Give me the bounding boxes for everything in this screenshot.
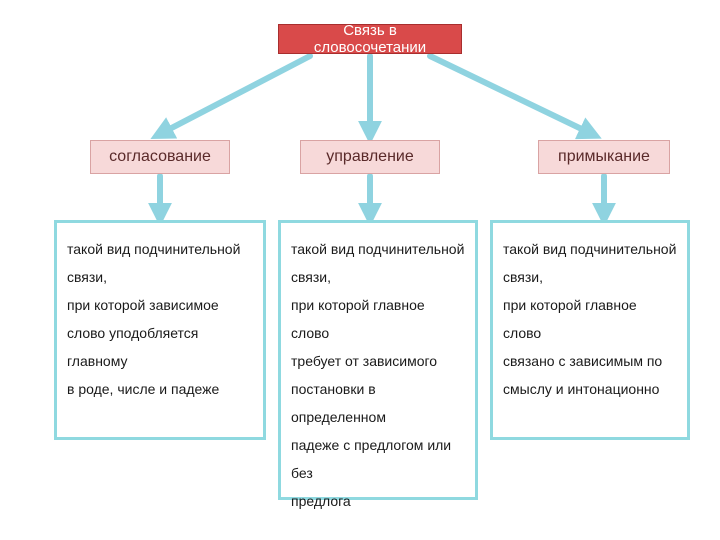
definition-line: при которой зависимое bbox=[67, 291, 253, 319]
root-title-text: Связь в словосочетании bbox=[289, 22, 451, 56]
definition-line: падеже с предлогом или без bbox=[291, 431, 465, 487]
type-label: согласование bbox=[109, 148, 211, 166]
definition-line: связи, bbox=[503, 263, 677, 291]
diagram-root: Связь в словосочетании согласование упра… bbox=[0, 0, 720, 540]
root-title-box: Связь в словосочетании bbox=[278, 24, 462, 54]
type-box-upravlenie: управление bbox=[300, 140, 440, 174]
type-label: управление bbox=[326, 148, 414, 166]
definition-line: предлога bbox=[291, 487, 465, 515]
definition-line: такой вид подчинительной bbox=[67, 235, 253, 263]
definition-box-2: такой вид подчинительнойсвязи,при которо… bbox=[278, 220, 478, 500]
definition-line: при которой главное слово bbox=[503, 291, 677, 347]
type-box-soglasovanie: согласование bbox=[90, 140, 230, 174]
definition-line: постановки в определенном bbox=[291, 375, 465, 431]
definition-line: такой вид подчинительной bbox=[503, 235, 677, 263]
definition-line: требует от зависимого bbox=[291, 347, 465, 375]
definition-line: при которой главное слово bbox=[291, 291, 465, 347]
definition-line: смыслу и интонационно bbox=[503, 375, 677, 403]
definition-line: связи, bbox=[67, 263, 253, 291]
arrow bbox=[160, 56, 310, 134]
definition-line: связи, bbox=[291, 263, 465, 291]
type-label: примыкание bbox=[558, 148, 650, 166]
type-box-primykanie: примыкание bbox=[538, 140, 670, 174]
arrow bbox=[430, 56, 592, 134]
definition-line: такой вид подчинительной bbox=[291, 235, 465, 263]
definition-box-1: такой вид подчинительнойсвязи,при которо… bbox=[54, 220, 266, 440]
definition-box-3: такой вид подчинительнойсвязи,при которо… bbox=[490, 220, 690, 440]
definition-line: связано с зависимым по bbox=[503, 347, 677, 375]
definition-line: слово уподобляется главному bbox=[67, 319, 253, 375]
definition-line: в роде, числе и падеже bbox=[67, 375, 253, 403]
